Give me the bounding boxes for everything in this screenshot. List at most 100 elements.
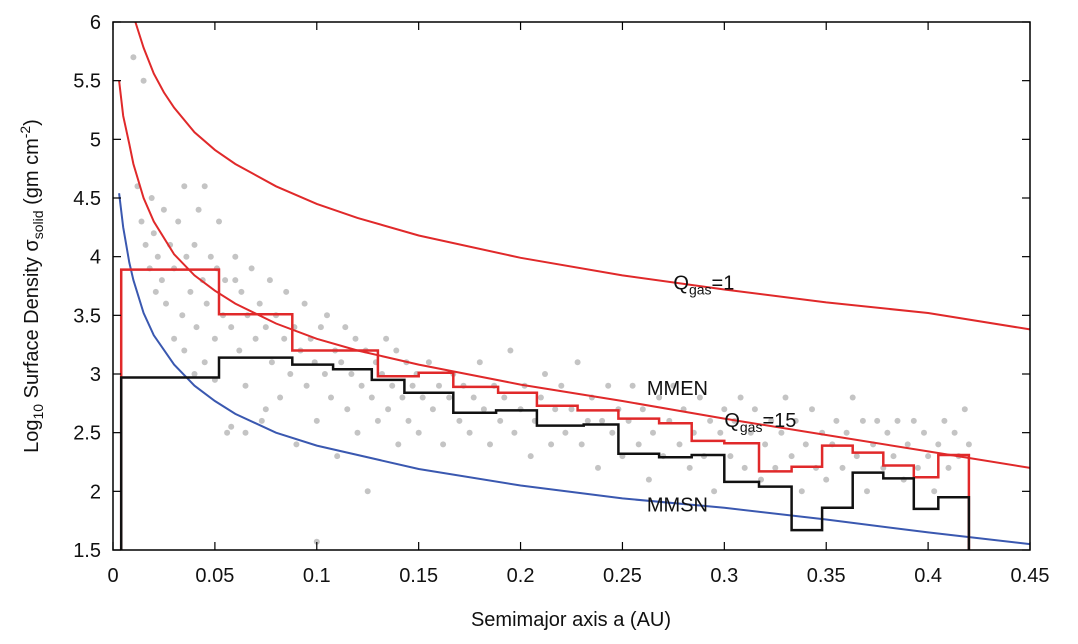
scatter-point bbox=[242, 429, 249, 436]
scatter-point bbox=[853, 453, 860, 460]
scatter-point bbox=[334, 453, 341, 460]
scatter-point bbox=[527, 453, 534, 460]
scatter-point bbox=[277, 394, 284, 401]
scatter-point bbox=[558, 382, 565, 389]
scatter-point bbox=[201, 359, 208, 366]
scatter-point bbox=[385, 406, 392, 413]
scatter-point bbox=[324, 312, 330, 319]
scatter-point bbox=[823, 476, 830, 483]
scatter-point bbox=[548, 441, 555, 448]
scatter-point bbox=[395, 441, 402, 448]
scatter-point bbox=[342, 324, 349, 331]
scatter-point bbox=[537, 394, 544, 401]
scatter-point bbox=[142, 241, 149, 248]
scatter-point bbox=[415, 429, 422, 436]
scatter-point bbox=[904, 441, 911, 448]
scatter-point bbox=[181, 347, 188, 354]
scatter-point bbox=[497, 417, 504, 424]
scatter-point bbox=[945, 464, 952, 471]
scatter-point bbox=[374, 417, 381, 424]
qgas-1-curve bbox=[134, 21, 1031, 331]
y-tick-label: 2 bbox=[90, 481, 101, 503]
y-axis-title-prefix-sub: 10 bbox=[30, 404, 46, 420]
scatter-point bbox=[487, 441, 493, 448]
scatter-point bbox=[158, 277, 165, 284]
scatter-point bbox=[222, 277, 229, 284]
x-ticks: 0 0.05 0.1 0.15 0.2 0.25 0.3 0.35 0.4 0.45 bbox=[107, 22, 1049, 587]
scatter-point bbox=[348, 371, 355, 377]
scatter-point bbox=[833, 417, 840, 424]
scatter-point bbox=[338, 359, 345, 366]
scatter-point bbox=[201, 183, 208, 190]
scatter-point bbox=[629, 382, 636, 389]
scatter-point bbox=[228, 324, 235, 331]
scatter-point bbox=[707, 417, 714, 424]
scatter-point bbox=[884, 429, 891, 436]
scatter-point bbox=[965, 441, 972, 448]
scatter-point bbox=[562, 429, 569, 436]
plot-frame bbox=[112, 21, 1031, 551]
x-tick-label: 0.05 bbox=[195, 565, 234, 587]
scatter-point bbox=[283, 288, 290, 295]
scatter-point bbox=[383, 335, 390, 342]
scatter-point bbox=[138, 218, 145, 225]
scatter-point bbox=[287, 371, 294, 377]
scatter-point bbox=[711, 488, 718, 495]
x-tick-label: 0.35 bbox=[807, 565, 846, 587]
scatter-point bbox=[721, 406, 728, 413]
scatter-point bbox=[429, 406, 436, 413]
scatter-point bbox=[313, 538, 320, 545]
scatter-point bbox=[635, 441, 642, 448]
scatter-point bbox=[921, 429, 927, 436]
scatter-point bbox=[741, 464, 748, 471]
scatter-point bbox=[228, 423, 235, 430]
scatter-point bbox=[258, 417, 265, 424]
annotation-label: Qgas=15 bbox=[724, 410, 796, 435]
scatter-point bbox=[317, 324, 324, 331]
scatter-point bbox=[650, 429, 656, 436]
scatter-point bbox=[352, 335, 359, 342]
scatter-point bbox=[179, 312, 186, 319]
scatter-point bbox=[358, 382, 365, 389]
scatter-point bbox=[389, 382, 396, 389]
scatter-point bbox=[864, 488, 870, 495]
y-tick-label: 2.5 bbox=[73, 423, 101, 445]
scatter-point bbox=[236, 347, 243, 354]
scatter-point bbox=[211, 335, 218, 342]
scatter-point bbox=[849, 394, 856, 401]
scatter-point bbox=[152, 288, 159, 295]
y-tick-label: 3 bbox=[90, 364, 101, 386]
scatter-point bbox=[737, 394, 744, 401]
mmsn-curve bbox=[118, 193, 1031, 546]
scatter-point bbox=[364, 488, 371, 495]
scatter-point bbox=[193, 324, 200, 331]
scatter-point bbox=[609, 429, 616, 436]
x-axis-title: Semimajor axis a (AU) bbox=[471, 609, 671, 631]
scatter-point bbox=[446, 394, 453, 401]
scatter-point bbox=[552, 406, 559, 413]
x-tick-label: 0.1 bbox=[303, 565, 331, 587]
scatter-point bbox=[843, 429, 850, 436]
qgas-15-curve bbox=[118, 80, 1031, 469]
annotations: Qgas=1 MMEN Qgas=15 MMSN bbox=[647, 273, 797, 517]
y-tick-label: 1.5 bbox=[73, 540, 101, 562]
scatter-point bbox=[405, 417, 412, 424]
scatter-point bbox=[425, 359, 432, 366]
scatter-point bbox=[224, 429, 231, 436]
scatter-point bbox=[639, 406, 646, 413]
scatter-point bbox=[191, 371, 198, 377]
scatter-point bbox=[501, 394, 508, 401]
histogram-layer bbox=[119, 268, 971, 550]
scatter-point bbox=[772, 464, 779, 471]
scatter-point bbox=[859, 417, 866, 424]
y-axis-title-unit: (gm cm bbox=[21, 138, 43, 210]
scatter-point bbox=[248, 265, 255, 272]
mmen-histogram bbox=[119, 268, 971, 550]
annotation-label: MMEN bbox=[647, 378, 708, 400]
y-axis-title-main: Surface Density σ bbox=[21, 239, 43, 404]
scatter-point bbox=[262, 406, 269, 413]
y-tick-label: 6 bbox=[90, 12, 101, 34]
x-tick-label: 0.2 bbox=[507, 565, 535, 587]
y-tick-label: 3.5 bbox=[73, 305, 101, 327]
